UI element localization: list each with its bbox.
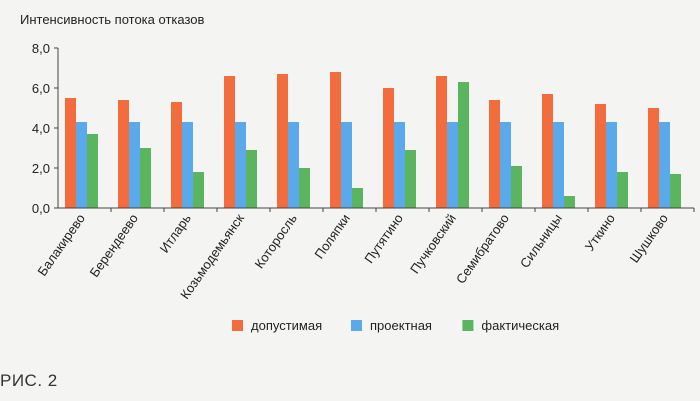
x-tick-label: Пучковский [407, 211, 459, 276]
bar-фактическая [670, 174, 681, 208]
bar-фактическая [87, 134, 98, 208]
y-tick-label: 4,0 [32, 121, 50, 136]
bar-допустимая [595, 104, 606, 208]
bar-проектная [606, 122, 617, 208]
y-axis: 0,0 2,0 4,0 6,0 8,0 [32, 41, 58, 216]
legend-label: допустимая [251, 318, 322, 333]
bar-фактическая [246, 150, 257, 208]
bar-фактическая [564, 196, 575, 208]
y-tick-label: 2,0 [32, 161, 50, 176]
bar-проектная [341, 122, 352, 208]
bar-допустимая [436, 76, 447, 208]
bar-проектная [76, 122, 87, 208]
bar-фактическая [405, 150, 416, 208]
x-tick-label: Которосль [252, 211, 300, 271]
chart-title: Интенсивность потока отказов [20, 12, 204, 27]
legend-swatch [351, 320, 362, 331]
bar-допустимая [648, 108, 659, 208]
legend: допустимая проектная фактическая [232, 318, 559, 333]
bar-проектная [182, 122, 193, 208]
legend-swatch [232, 320, 243, 331]
y-tick-label: 0,0 [32, 201, 50, 216]
bar-допустимая [383, 88, 394, 208]
bar-проектная [235, 122, 246, 208]
bar-допустимая [171, 102, 182, 208]
bar-проектная [288, 122, 299, 208]
bar-фактическая [140, 148, 151, 208]
bar-фактическая [352, 188, 363, 208]
bar-фактическая [511, 166, 522, 208]
x-tick-label: Сильницы [517, 211, 565, 271]
bar-допустимая [330, 72, 341, 208]
bar-проектная [553, 122, 564, 208]
bar-проектная [500, 122, 511, 208]
x-tick-label: Уткино [582, 211, 618, 254]
bars [65, 72, 681, 208]
x-tick-label: Поляпки [311, 211, 352, 261]
x-tick-label: Семибратово [453, 211, 512, 286]
bar-проектная [659, 122, 670, 208]
bar-допустимая [489, 100, 500, 208]
legend-label: проектная [370, 318, 432, 333]
y-tick-label: 6,0 [32, 81, 50, 96]
bar-фактическая [299, 168, 310, 208]
bar-фактическая [193, 172, 204, 208]
x-tick-label: Балакирево [34, 211, 88, 279]
bar-chart: Интенсивность потока отказов 0,0 2,0 4,0 6,… [0, 0, 700, 370]
bar-допустимая [277, 74, 288, 208]
bar-фактическая [617, 172, 628, 208]
bar-проектная [394, 122, 405, 208]
x-tick-label: Путятино [361, 211, 406, 266]
bar-допустимая [65, 98, 76, 208]
bar-допустимая [118, 100, 129, 208]
bar-фактическая [458, 82, 469, 208]
bar-допустимая [224, 76, 235, 208]
legend-label: фактическая [481, 318, 559, 333]
legend-swatch [462, 320, 473, 331]
x-tick-label: Берендеево [87, 211, 141, 280]
figure-caption: РИС. 2 [0, 371, 58, 391]
bar-проектная [129, 122, 140, 208]
bar-допустимая [542, 94, 553, 208]
bar-проектная [447, 122, 458, 208]
x-tick-label: Итларь [157, 211, 195, 256]
y-tick-label: 8,0 [32, 41, 50, 56]
x-tick-label: Шушково [627, 211, 671, 265]
